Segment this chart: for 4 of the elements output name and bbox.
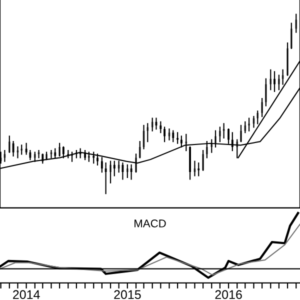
chart-title: MACD: [134, 220, 166, 228]
x-tick-label: 2016: [215, 290, 242, 300]
x-tick-label: 2014: [13, 290, 40, 300]
x-tick-label: 2015: [114, 290, 141, 300]
